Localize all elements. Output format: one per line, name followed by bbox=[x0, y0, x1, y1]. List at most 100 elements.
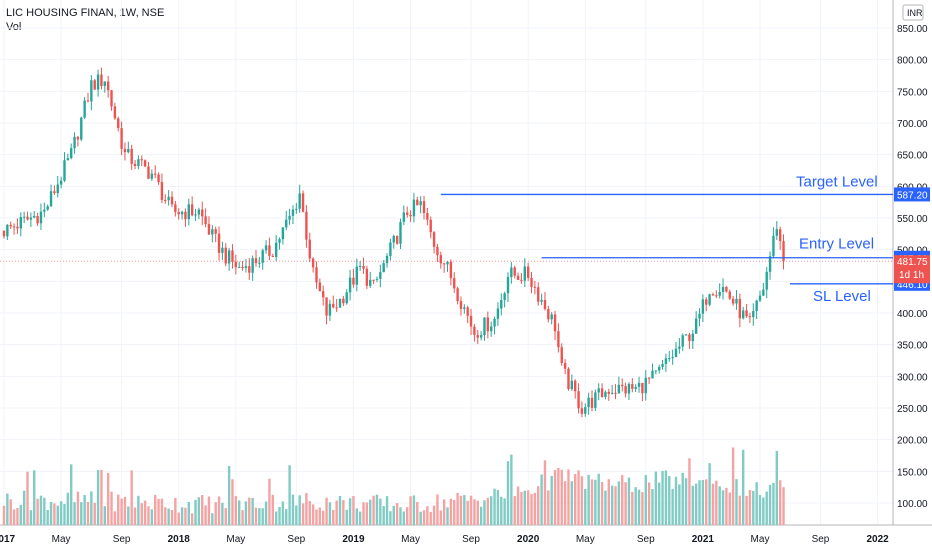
volume-bar bbox=[651, 488, 654, 525]
volume-bar bbox=[308, 501, 311, 525]
volume-bar bbox=[610, 485, 614, 525]
candle-body bbox=[261, 250, 264, 263]
candle-body bbox=[36, 216, 39, 224]
candle-body bbox=[664, 358, 668, 364]
candle-body bbox=[520, 279, 523, 281]
volume-bar bbox=[285, 509, 288, 525]
volume-bar bbox=[241, 510, 244, 525]
candle-body bbox=[70, 148, 73, 159]
level-price-tag-text: 446.10 bbox=[897, 280, 928, 291]
volume-bar bbox=[251, 497, 254, 525]
volume-bar bbox=[621, 475, 624, 525]
candle-body bbox=[66, 158, 70, 161]
volume-bar bbox=[426, 506, 429, 525]
candle-body bbox=[735, 298, 738, 304]
candle-body bbox=[120, 128, 123, 149]
candle-body bbox=[258, 262, 261, 264]
volume-bar bbox=[6, 493, 9, 525]
candle-body bbox=[56, 184, 59, 194]
volume-bar bbox=[150, 509, 154, 525]
candle-body bbox=[385, 255, 389, 264]
currency-badge[interactable] bbox=[902, 4, 924, 21]
volume-bar bbox=[127, 506, 130, 525]
volume-bar bbox=[624, 482, 627, 525]
candle-body bbox=[409, 214, 412, 217]
candle-body bbox=[584, 407, 587, 414]
candle-body bbox=[775, 229, 778, 236]
candle-body bbox=[426, 212, 429, 220]
candle-body bbox=[288, 215, 291, 220]
volume-bar bbox=[745, 495, 748, 525]
candle-body bbox=[318, 282, 322, 292]
volume-bar bbox=[453, 500, 456, 525]
candle-body bbox=[268, 245, 271, 256]
candle-body bbox=[90, 80, 93, 102]
volume-bar bbox=[157, 498, 160, 525]
candle-body bbox=[291, 209, 295, 216]
candle-body bbox=[328, 303, 332, 316]
volume-bar bbox=[604, 490, 607, 525]
volume-bar bbox=[86, 501, 90, 525]
candle-body bbox=[43, 209, 46, 212]
volume-bar bbox=[375, 494, 379, 525]
candle-body bbox=[39, 211, 43, 224]
volume-bar bbox=[53, 503, 56, 525]
bar-countdown-text: 1d 1h bbox=[899, 270, 924, 281]
candle-body bbox=[708, 294, 711, 305]
volume-bar bbox=[100, 469, 103, 525]
time-axis-tick: 2020 bbox=[517, 534, 540, 545]
volume-bar bbox=[664, 470, 668, 525]
volume-bar bbox=[772, 482, 775, 525]
volume-bar bbox=[12, 509, 16, 525]
candle-body bbox=[348, 277, 352, 293]
candle-body bbox=[466, 307, 469, 316]
candle-body bbox=[73, 136, 76, 149]
candle-body bbox=[563, 363, 567, 369]
volume-bar bbox=[335, 500, 338, 525]
candle-body bbox=[442, 263, 446, 265]
candle-body bbox=[469, 315, 473, 327]
candle-body bbox=[627, 383, 631, 394]
volume-bar bbox=[143, 500, 147, 525]
candle-body bbox=[49, 191, 53, 207]
volume-bar bbox=[197, 497, 201, 525]
candle-body bbox=[164, 199, 167, 201]
volume-bar bbox=[56, 505, 59, 525]
candle-body bbox=[117, 118, 120, 129]
volume-bar bbox=[590, 479, 594, 525]
candle-body bbox=[127, 148, 130, 153]
volume-bar bbox=[36, 498, 39, 525]
volume-bar bbox=[678, 484, 681, 525]
volume-bar bbox=[587, 474, 590, 525]
volume-bar bbox=[73, 502, 76, 525]
candle-body bbox=[742, 310, 745, 319]
candle-body bbox=[644, 377, 647, 394]
volume-bar bbox=[224, 508, 227, 525]
volume-bar bbox=[382, 506, 385, 525]
candle-body bbox=[76, 136, 80, 140]
volume-bar bbox=[133, 507, 137, 525]
volume-bar bbox=[459, 495, 463, 525]
candle-body bbox=[422, 201, 426, 213]
candle-body bbox=[110, 90, 113, 107]
candle-body bbox=[227, 250, 231, 264]
candle-body bbox=[241, 266, 244, 269]
volume-bar bbox=[607, 479, 610, 525]
volume-bar bbox=[755, 482, 758, 525]
candle-body bbox=[2, 230, 6, 237]
candle-body bbox=[510, 267, 513, 278]
candle-body bbox=[86, 100, 90, 102]
candle-body bbox=[560, 347, 563, 364]
volume-bar bbox=[358, 511, 362, 525]
candle-body bbox=[459, 301, 463, 309]
candle-body bbox=[432, 232, 436, 247]
volume-bar bbox=[577, 470, 580, 525]
volume-bar bbox=[557, 467, 560, 525]
candle-body bbox=[503, 293, 506, 300]
volume-bar bbox=[184, 507, 187, 525]
candle-body bbox=[496, 308, 500, 319]
candle-body bbox=[490, 326, 493, 332]
candle-body bbox=[389, 242, 392, 256]
volume-bar bbox=[66, 492, 70, 525]
